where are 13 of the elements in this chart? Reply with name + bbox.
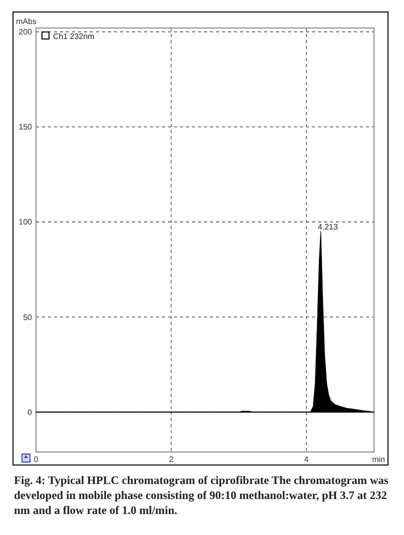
x-axis-title: min [372, 455, 385, 464]
y-tick-label: 200 [18, 28, 33, 37]
caption: Fig. 4: Typical HPLC chromatogram of ciprofibrate The chromatogram was developed in mobile phase consisting of 90:10 methanol:water, pH 3.7 at 232 nm and a flow rate of 1.0 ml/min. [14, 474, 390, 519]
x-tick-label: 2 [168, 455, 174, 464]
y-tick-label: 150 [18, 122, 33, 132]
x-tick-label: 4 [304, 455, 310, 464]
x-tick-label: 0 [34, 455, 39, 464]
y-tick-label: 50 [23, 312, 33, 322]
y-tick-label: 100 [18, 218, 33, 227]
legend-label: Ch1 232nm [53, 32, 95, 41]
y-tick-label: 0 [28, 408, 33, 417]
y-axis-title: mAbs [16, 17, 36, 26]
annotation: 4.213 [318, 222, 338, 232]
